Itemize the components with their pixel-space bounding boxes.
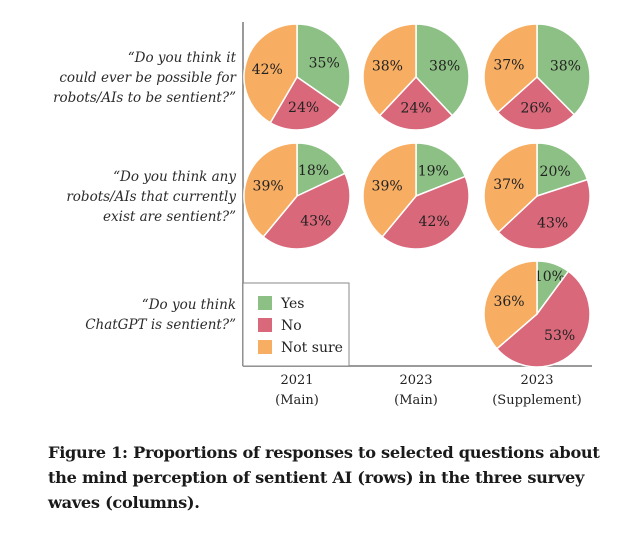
legend-swatch-yes xyxy=(258,296,272,310)
row-label-line: robots/AIs to be sentient?” xyxy=(53,90,236,106)
legend-label: Not sure xyxy=(281,340,343,356)
pie-label-yes: 38% xyxy=(429,59,460,75)
legend-label: Yes xyxy=(280,296,305,312)
pie-label-not-sure: 37% xyxy=(493,177,524,193)
column-label-line: (Main) xyxy=(394,393,438,408)
pie-slice-yes xyxy=(536,142,589,198)
pie-label-yes: 18% xyxy=(298,163,329,179)
pie-label-not-sure: 39% xyxy=(253,179,284,195)
column-label-line: 2023 xyxy=(520,373,553,388)
row-label-line: “Do you think xyxy=(142,297,236,313)
pie-slice-no xyxy=(381,175,470,250)
pie-chart: 20% 43% 37% xyxy=(483,142,591,250)
row-label-line: “Do you think any xyxy=(113,169,236,185)
pie-label-not-sure: 38% xyxy=(372,59,403,75)
column-label-line: 2021 xyxy=(280,373,313,388)
pie-label-yes: 35% xyxy=(309,56,340,72)
pie-label-no: 53% xyxy=(544,328,575,344)
pie-chart: 35% 24% 42% xyxy=(243,23,351,131)
pie-slice-not-sure xyxy=(483,260,538,350)
pie-slice-yes xyxy=(296,23,351,109)
pie-label-no: 43% xyxy=(300,213,331,229)
pie-slice-no xyxy=(496,75,576,131)
pie-slice-not-sure xyxy=(362,23,417,117)
pie-label-not-sure: 36% xyxy=(493,294,524,310)
pie-slice-no xyxy=(262,172,351,250)
pie-chart: 19% 42% 39% xyxy=(362,142,470,250)
pie-label-no: 26% xyxy=(520,101,551,117)
legend-swatch-no xyxy=(258,318,272,332)
pie-slice-not-sure xyxy=(243,23,298,124)
pie-chart: 38% 26% 37% xyxy=(483,23,591,131)
pie-slice-yes xyxy=(296,142,346,198)
pie-chart: 38% 24% 38% xyxy=(362,23,470,131)
pie-slice-not-sure xyxy=(483,142,538,234)
pie-slice-no xyxy=(497,178,591,250)
pie-slice-no xyxy=(378,75,454,131)
pie-slice-not-sure xyxy=(362,142,417,238)
pie-slice-not-sure xyxy=(483,23,538,114)
column-labels: 2021 (Main) 2023 (Main) 2023 (Supplement) xyxy=(275,373,582,408)
pie-slice-no xyxy=(495,270,591,368)
legend-label: No xyxy=(281,318,302,334)
column-label-line: 2023 xyxy=(399,373,432,388)
figure-caption: Figure 1: Proportions of responses to se… xyxy=(48,443,600,512)
pie-label-yes: 20% xyxy=(540,164,571,180)
pie-slice-yes xyxy=(415,142,467,198)
column-label-line: (Supplement) xyxy=(492,393,582,408)
pie-label-no: 24% xyxy=(288,100,319,116)
row-label-line: robots/AIs that currently xyxy=(66,189,236,205)
pies: 35% 24% 42% 38% 24% 38% 38% 26% 37% 18% 43% 39% 19% 4… xyxy=(243,23,591,368)
row-label-line: exist are sentient?” xyxy=(103,209,236,225)
legend-swatch-not-sure xyxy=(258,340,272,354)
pie-label-yes: 38% xyxy=(550,58,581,74)
pie-label-not-sure: 37% xyxy=(493,58,524,74)
row-label-line: could ever be possible for xyxy=(59,70,237,86)
row-label-line: “Do you think it xyxy=(128,50,237,66)
pie-label-yes: 19% xyxy=(418,164,449,180)
pie-slice-yes xyxy=(536,23,591,116)
pie-label-no: 42% xyxy=(419,214,450,230)
row-label-line: ChatGPT is sentient?” xyxy=(85,317,236,333)
pie-chart: 18% 43% 39% xyxy=(243,142,351,250)
pie-label-no: 24% xyxy=(400,101,431,117)
row-labels: “Do you think it could ever be possible f… xyxy=(53,50,237,333)
column-label-line: (Main) xyxy=(275,393,319,408)
legend: Yes No Not sure xyxy=(242,282,350,367)
pie-label-yes: 10% xyxy=(534,269,565,285)
pie-slice-not-sure xyxy=(243,142,298,238)
pie-slice-no xyxy=(269,75,342,131)
pie-chart: 10% 53% 36% xyxy=(483,260,591,368)
pie-slice-yes xyxy=(415,23,470,117)
pie-label-not-sure: 39% xyxy=(372,179,403,195)
pie-label-not-sure: 42% xyxy=(252,62,283,78)
pie-label-no: 43% xyxy=(537,216,568,232)
